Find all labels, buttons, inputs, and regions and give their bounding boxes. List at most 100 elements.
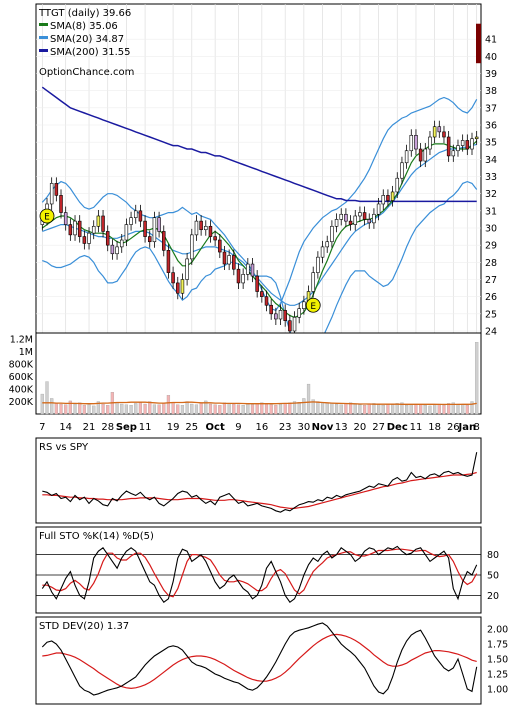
volume-y-tick-label: 600K: [9, 372, 34, 383]
candle-body: [348, 220, 353, 225]
candle-body: [470, 138, 474, 150]
volume-bar: [428, 405, 432, 415]
x-axis-label: 26: [447, 422, 460, 433]
volume-bar: [274, 405, 278, 415]
price-y-tick-label: 31: [485, 206, 497, 217]
x-axis-label: 19: [167, 422, 180, 433]
volume-bar: [134, 403, 138, 415]
volume-bar: [73, 403, 77, 415]
candle-body: [358, 212, 362, 217]
candle-body: [297, 308, 301, 318]
candle-body: [176, 282, 180, 294]
volume-bar: [78, 402, 82, 415]
volume-bar: [400, 402, 404, 415]
candle-body: [185, 258, 189, 280]
x-axis-label: Nov: [312, 422, 334, 433]
sto-panel-title: Full STO %K(14) %D(5): [39, 531, 154, 542]
volume-bar: [227, 403, 231, 415]
volume-bar: [386, 403, 390, 415]
x-axis-label: 11: [410, 422, 423, 433]
volume-bar: [334, 403, 339, 415]
volume-bar: [297, 402, 301, 415]
legend-entry: SMA(200) 31.55: [50, 47, 131, 58]
volume-bar: [339, 404, 343, 415]
sto-y-tick-label: 80: [487, 550, 499, 561]
price-y-tick-label: 35: [485, 138, 497, 149]
candle-body: [96, 215, 101, 227]
candle-body: [49, 183, 54, 205]
legend-swatch: [39, 36, 48, 39]
candle-body: [292, 316, 297, 332]
sto-y-tick-label: 50: [487, 571, 499, 582]
candle-body: [446, 136, 451, 157]
candle-body: [241, 274, 245, 284]
price-y-tick-label: 26: [485, 292, 497, 303]
candle-body: [148, 236, 152, 243]
volume-bar: [218, 405, 222, 415]
candle-body: [171, 272, 175, 284]
volume-bar: [414, 403, 418, 415]
volume-bar: [180, 405, 185, 415]
candle-body: [199, 220, 203, 231]
volume-y-tick-label: 800K: [9, 360, 34, 371]
candle-body: [404, 150, 409, 164]
volume-bar: [330, 403, 334, 415]
earnings-marker-label: E: [310, 302, 316, 312]
volume-bar: [278, 403, 283, 415]
candle-body: [157, 217, 161, 232]
volume-bar: [283, 403, 287, 415]
stddev-y-tick-label: 1.25: [487, 670, 508, 681]
volume-bar: [120, 403, 124, 415]
candle-body: [73, 220, 77, 236]
volume-bar: [395, 403, 399, 415]
x-axis-label: 13: [335, 422, 348, 433]
legend-entry: SMA(20) 34.87: [50, 34, 124, 45]
candle-body: [227, 255, 231, 265]
candle-body: [460, 140, 465, 146]
candle-body: [133, 210, 138, 218]
candle-body: [115, 246, 119, 255]
candle-body: [465, 140, 470, 150]
candle-body: [274, 313, 278, 320]
candle-body: [166, 250, 171, 273]
candle-body: [283, 310, 287, 321]
volume-bar: [148, 401, 152, 415]
price-y-tick-label: 32: [485, 189, 497, 200]
candle-body: [353, 215, 357, 225]
volume-bar: [288, 402, 292, 415]
x-axis-label: 21: [83, 422, 96, 433]
volume-bar: [222, 402, 227, 415]
volume-bar: [143, 403, 147, 415]
volume-y-tick-label: 1M: [19, 347, 33, 358]
x-axis-label: 7: [39, 422, 45, 433]
candle-body: [288, 320, 292, 332]
volume-bar: [433, 404, 437, 415]
candle-body: [68, 224, 73, 236]
candle-body: [162, 231, 166, 251]
price-y-tick-label: 28: [485, 258, 497, 269]
candle-body: [264, 296, 269, 306]
volume-bar: [456, 403, 460, 415]
volume-bar: [264, 403, 269, 415]
candle-body: [316, 256, 320, 273]
volume-bar: [54, 402, 58, 415]
volume-bar: [185, 401, 189, 415]
x-axis-label: 9: [235, 422, 241, 433]
volume-bar: [106, 405, 110, 415]
candle-body: [456, 145, 460, 152]
last-price-marker: [476, 23, 481, 64]
price-y-tick-label: 36: [485, 121, 497, 132]
price-y-tick-label: 39: [485, 69, 497, 80]
candle-body: [222, 251, 227, 265]
candle-body: [395, 177, 400, 193]
candle-body: [105, 231, 110, 246]
price-y-tick-label: 40: [485, 52, 497, 63]
candle-body: [339, 213, 343, 220]
volume-bar: [162, 403, 166, 415]
volume-bar: [82, 405, 86, 415]
candle-body: [194, 220, 199, 236]
price-y-tick-label: 29: [485, 241, 497, 252]
candle-body: [325, 241, 329, 248]
candle-body: [330, 225, 334, 243]
